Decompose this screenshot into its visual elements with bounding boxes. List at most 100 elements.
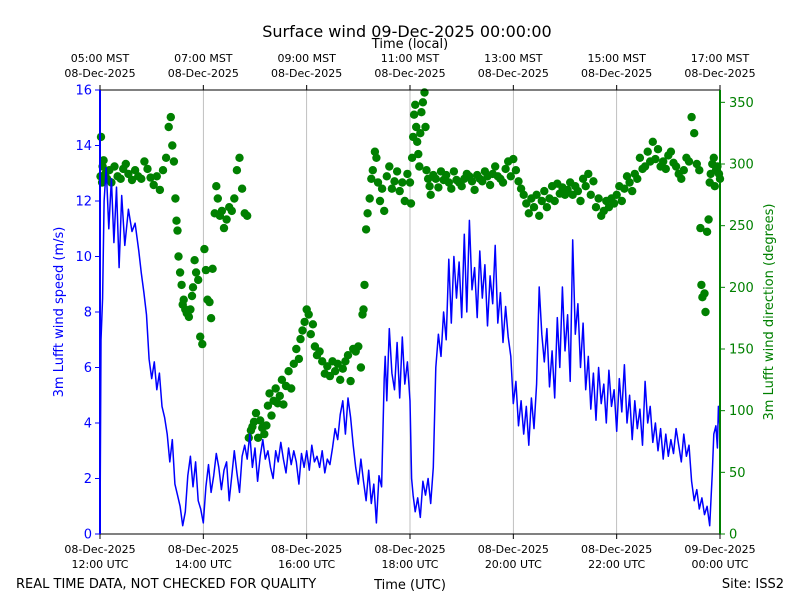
chart-title: Surface wind 09-Dec-2025 00:00:00: [262, 22, 551, 41]
right-tick-label: 150: [729, 343, 754, 358]
direction-point: [367, 174, 376, 183]
direction-point: [171, 194, 180, 203]
direction-point: [200, 244, 209, 254]
top-tick-time: 13:00 MST: [484, 52, 543, 65]
direction-point: [116, 174, 125, 183]
top-tick-time: 17:00 MST: [691, 52, 750, 65]
direction-point: [700, 289, 709, 298]
direction-point: [201, 265, 211, 275]
top-axis-label: Time (local): [371, 37, 448, 52]
left-tick-label: 14: [75, 139, 92, 154]
direction-point: [304, 310, 313, 319]
direction-point: [155, 185, 165, 195]
direction-point: [232, 166, 242, 175]
bottom-tick-time: 00:00 UTC: [691, 558, 748, 571]
direction-point: [542, 203, 552, 212]
direction-point: [166, 112, 175, 122]
direction-point: [431, 174, 440, 183]
direction-point: [653, 145, 663, 154]
direction-point: [275, 391, 284, 401]
direction-point: [140, 157, 149, 166]
direction-point: [519, 190, 528, 199]
direction-point: [434, 183, 443, 192]
direction-point: [412, 122, 421, 132]
direction-point: [666, 147, 676, 156]
direction-point: [198, 339, 207, 349]
direction-point: [411, 100, 420, 110]
left-tick-label: 4: [84, 417, 92, 432]
direction-point: [449, 167, 459, 176]
direction-point: [359, 305, 368, 314]
direction-point: [406, 199, 416, 208]
direction-point: [361, 225, 371, 234]
direction-point: [363, 209, 372, 218]
direction-point: [537, 196, 546, 206]
direction-point: [294, 354, 304, 364]
direction-point: [253, 433, 263, 442]
bottom-tick-date: 08-Dec-2025: [478, 543, 549, 556]
direction-point: [648, 137, 657, 146]
direction-point: [540, 186, 549, 196]
direction-point: [168, 141, 177, 150]
left-tick-label: 0: [84, 528, 92, 543]
direction-point: [661, 164, 670, 174]
direction-point: [514, 177, 523, 186]
direction-point: [190, 256, 199, 265]
direction-point: [679, 166, 688, 175]
top-tick-date: 08-Dec-2025: [684, 67, 755, 80]
direction-point: [671, 162, 681, 171]
direction-point: [149, 180, 158, 190]
direction-point: [498, 178, 508, 187]
direction-point: [196, 332, 205, 341]
direction-point: [403, 169, 412, 179]
direction-point: [330, 367, 340, 376]
direction-point: [271, 384, 280, 393]
left-axis-label: 3m Lufft wind speed (m/s): [52, 227, 67, 398]
direction-point: [709, 153, 718, 162]
direction-point: [701, 307, 710, 317]
right-tick-label: 100: [729, 404, 754, 419]
direction-point: [375, 196, 385, 206]
direction-point: [586, 190, 595, 199]
direction-point: [284, 367, 293, 376]
bottom-tick-date: 08-Dec-2025: [271, 543, 342, 556]
direction-point: [651, 154, 660, 164]
direction-point: [219, 223, 229, 233]
direction-point: [405, 178, 415, 187]
direction-point: [121, 159, 130, 169]
direction-point: [265, 389, 274, 398]
direction-point: [576, 196, 585, 206]
direction-point: [390, 177, 399, 186]
bottom-tick-time: 12:00 UTC: [71, 558, 128, 571]
direction-point: [612, 190, 621, 199]
direction-point: [457, 182, 466, 191]
direction-point: [205, 297, 214, 307]
direction-point: [413, 137, 422, 146]
direction-point: [169, 157, 179, 166]
direction-point: [584, 169, 593, 179]
right-tick-label: 300: [729, 158, 754, 173]
direction-point: [491, 162, 500, 171]
direction-point: [659, 157, 668, 166]
direction-point: [684, 157, 694, 166]
direction-point: [589, 177, 598, 186]
direction-point: [535, 211, 544, 220]
direction-point: [263, 401, 273, 410]
direction-point: [398, 178, 407, 187]
direction-point: [625, 178, 634, 187]
direction-point: [704, 215, 713, 224]
direction-point: [186, 305, 195, 314]
direction-point: [262, 421, 271, 430]
direction-point: [124, 169, 133, 179]
direction-point: [338, 364, 347, 373]
bottom-tick-date: 08-Dec-2025: [374, 543, 445, 556]
direction-point: [470, 185, 479, 195]
direction-point: [179, 295, 188, 304]
direction-point: [467, 177, 477, 186]
top-tick-time: 11:00 MST: [381, 52, 440, 65]
direction-point: [173, 226, 182, 235]
direction-point: [372, 153, 381, 162]
top-tick-date: 08-Dec-2025: [374, 67, 445, 80]
top-tick-date: 08-Dec-2025: [478, 67, 549, 80]
